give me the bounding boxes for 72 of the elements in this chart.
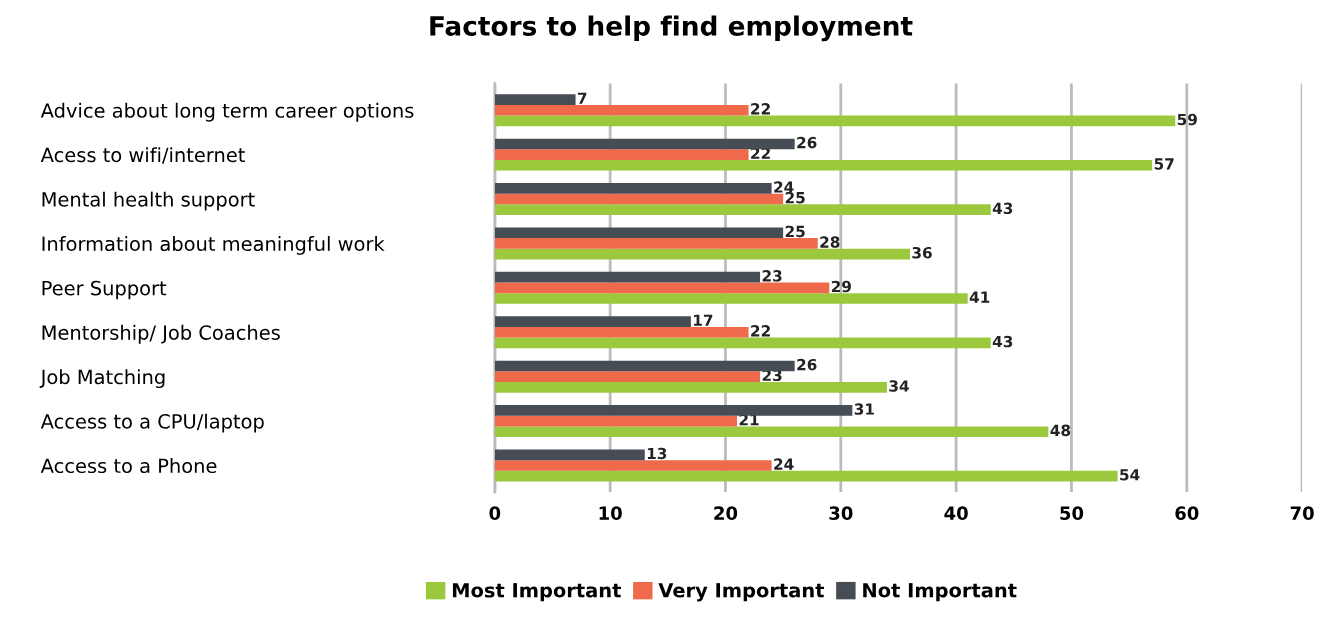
bar: [494, 149, 749, 160]
bar: [494, 138, 795, 150]
bar: [494, 326, 749, 338]
data-label: 22: [751, 103, 770, 115]
bar: [494, 227, 784, 239]
data-label: 17: [694, 314, 713, 326]
bar: [494, 204, 991, 216]
bar: [494, 248, 910, 260]
data-label: 28: [820, 236, 840, 248]
data-label: 25: [785, 225, 805, 238]
data-label: 48: [1050, 424, 1071, 437]
data-label: 24: [774, 458, 794, 470]
x-tick-label: 30: [829, 506, 853, 520]
y-tick-label: Access to a CPU/laptop: [40, 413, 264, 433]
bar: [494, 238, 818, 249]
data-label: 7: [577, 92, 587, 104]
data-label: 22: [751, 325, 770, 337]
bar: [494, 460, 772, 471]
y-tick-label: Access to a Phone: [40, 458, 217, 474]
x-tick-label: 10: [599, 506, 622, 520]
data-label: 26: [797, 136, 817, 149]
bar: [494, 193, 784, 205]
data-label: 26: [797, 358, 817, 371]
x-tick-label: 20: [714, 506, 738, 520]
x-tick-label: 70: [1290, 506, 1314, 520]
data-label: 54: [1120, 469, 1140, 481]
y-tick-label: Information about meaningful work: [42, 236, 385, 255]
bar: [494, 115, 1176, 127]
x-tick-label: 60: [1175, 506, 1199, 520]
y-tick-label: Mentorship/ Job Coaches: [42, 324, 280, 344]
bar: [494, 271, 761, 283]
chart-title: Factors to help find employment: [430, 15, 913, 42]
x-tick-label: 40: [944, 506, 968, 520]
bar: [494, 449, 645, 461]
data-label: 41: [969, 291, 990, 303]
data-label: 57: [1154, 158, 1174, 170]
y-tick-label: Job Matching: [39, 369, 165, 389]
y-tick-label: Peer Support: [42, 280, 167, 300]
data-label: 31: [854, 403, 874, 415]
bar: [494, 415, 738, 427]
bar: [494, 371, 761, 382]
data-label: 36: [912, 246, 932, 259]
bar: [494, 360, 795, 372]
bar: [494, 337, 991, 349]
bar: [494, 159, 1153, 171]
bar: [494, 282, 830, 294]
bar: [494, 104, 749, 116]
legend-label: Not Important: [863, 583, 1017, 602]
bar: [494, 426, 1049, 438]
data-label: 23: [762, 270, 782, 282]
bar: [494, 316, 691, 327]
data-label: 24: [774, 181, 794, 193]
data-label: 59: [1177, 113, 1197, 126]
data-label: 13: [647, 447, 667, 460]
data-label: 29: [831, 280, 851, 293]
bar: [494, 405, 853, 416]
bar: [494, 470, 1118, 482]
data-label: 25: [785, 191, 805, 204]
data-label: 43: [992, 335, 1013, 348]
data-label: 43: [992, 202, 1013, 215]
data-label: 34: [889, 380, 909, 392]
x-tick-label: 0: [489, 506, 501, 520]
y-tick-label: Mental health support: [42, 191, 255, 211]
x-tick-label: 50: [1060, 506, 1084, 520]
bar: [494, 293, 968, 304]
legend-label: Most Important: [452, 583, 621, 602]
bar: [494, 381, 887, 393]
y-tick-label: Acess to wifi/internet: [40, 147, 245, 164]
legend-label: Very Important: [658, 583, 825, 602]
bar: [494, 183, 772, 194]
y-tick-label: Advice about long term career options: [40, 102, 414, 122]
bar: [494, 94, 576, 105]
